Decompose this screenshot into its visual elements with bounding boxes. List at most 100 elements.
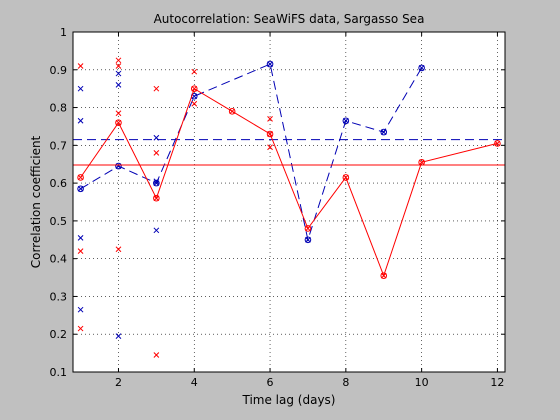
series-1-scatter-point [77, 117, 84, 124]
series-1-point [115, 162, 122, 170]
series-2-point [304, 225, 312, 232]
series-2-scatter-point [115, 63, 122, 69]
axis-ticks: 2 4 6 8 10 12 0.1 0.2 0.3 0.4 0.5 0.6 0.7 0.8 0.9 1 [50, 26, 505, 389]
x-tick-label: 10 [415, 376, 429, 389]
point-cross-b [115, 119, 122, 126]
point-cross-b [77, 174, 84, 181]
series-1-scatter-point [115, 70, 122, 77]
series-2-scatter-point [77, 325, 84, 332]
series-2-scatter-point [267, 116, 273, 122]
point-circle [380, 272, 388, 279]
series-1-scatter-point [153, 178, 160, 185]
series-2-scatter-point [191, 100, 198, 107]
x-tick-label: 6 [267, 376, 274, 389]
series-1-line [80, 63, 423, 242]
point-circle [228, 108, 236, 115]
point-circle [266, 60, 274, 68]
point-cross-b [191, 93, 198, 100]
y-tick-label: 0.9 [50, 64, 68, 77]
series-2-scatter-point [153, 150, 160, 156]
scatter-cross-b [115, 110, 122, 117]
point-cross-b [115, 163, 122, 169]
scatter-cross-b [115, 82, 122, 88]
scatter-cross-b [115, 63, 122, 69]
series-2 [73, 57, 505, 358]
y-tick-label: 0.5 [50, 215, 68, 228]
plot-frame [72, 31, 506, 373]
scatter-cross-b [77, 117, 84, 124]
point-circle [304, 225, 312, 232]
scatter-cross-b [77, 85, 84, 92]
series-1-scatter-point [77, 306, 84, 313]
series-2-scatter-point [191, 68, 198, 75]
x-tick-label: 8 [342, 376, 349, 389]
point-circle [418, 159, 425, 166]
point-circle [342, 174, 350, 181]
scatter-cross-b [77, 306, 84, 313]
series-1-scatter-point [77, 85, 84, 92]
scatter-cross-b [77, 248, 84, 254]
series-2-scatter-point [115, 246, 122, 253]
point-circle [418, 64, 425, 72]
point-circle [304, 236, 312, 244]
series-2-scatter-point [77, 248, 84, 254]
series-2-point [153, 194, 160, 202]
scatter-cross-b [267, 144, 273, 151]
series-1 [73, 60, 505, 339]
series-1-scatter-point [77, 235, 84, 241]
series-2-point [228, 108, 236, 115]
point-cross-b [342, 174, 349, 181]
series-1-scatter-point [153, 227, 160, 234]
y-tick-label: 0.6 [50, 177, 68, 190]
point-circle [115, 119, 122, 126]
series-2-point [190, 85, 198, 92]
y-tick-label: 0.7 [50, 139, 68, 152]
scatter-cross-b [115, 70, 122, 77]
series-2-scatter-point [267, 144, 273, 151]
scatter-cross-b [153, 134, 160, 141]
series-1-point [304, 236, 312, 244]
point-cross-b [342, 117, 349, 124]
point-cross-b [153, 180, 160, 186]
point-cross-b [77, 185, 84, 192]
y-tick-label: 0.4 [50, 253, 68, 266]
point-cross-b [267, 131, 273, 137]
series-1-point [77, 185, 84, 193]
scatter-cross-b [191, 100, 198, 107]
series-2-scatter-point [153, 352, 160, 358]
scatter-cross-b [115, 246, 122, 253]
point-cross-b [229, 108, 236, 115]
point-cross-b [418, 159, 425, 166]
scatter-cross-b [153, 352, 160, 358]
scatter-cross-b [115, 333, 122, 339]
scatter-cross-b [153, 85, 160, 92]
scatter-cross-b [77, 235, 84, 241]
series-1-scatter-point [115, 333, 122, 339]
chart-title: Autocorrelation: SeaWiFS data, Sargasso … [154, 12, 425, 26]
point-cross-b [153, 195, 160, 202]
point-circle [342, 117, 350, 125]
x-tick-label: 2 [115, 376, 122, 389]
scatter-cross-b [153, 150, 160, 156]
point-cross-b [418, 65, 425, 71]
y-tick-label: 1 [60, 26, 67, 39]
series-1-scatter-point [115, 82, 122, 88]
x-tick-label: 12 [490, 376, 504, 389]
point-circle [494, 140, 501, 147]
x-axis-label: Time lag (days) [242, 393, 336, 407]
point-cross-b [494, 140, 501, 147]
x-tick-label: 4 [191, 376, 198, 389]
point-circle [266, 130, 274, 138]
scatter-cross-b [77, 325, 84, 332]
series-2-point [494, 140, 501, 147]
scatter-cross-b [77, 63, 84, 69]
series-1-point [153, 179, 160, 187]
series-1-point [418, 64, 425, 72]
point-cross-b [305, 236, 311, 243]
point-circle [153, 194, 160, 202]
series-1-point [342, 117, 350, 125]
y-axis-label: Correlation coefficient [29, 135, 43, 268]
plot-area [73, 32, 505, 372]
series-2-scatter-point [77, 63, 84, 69]
